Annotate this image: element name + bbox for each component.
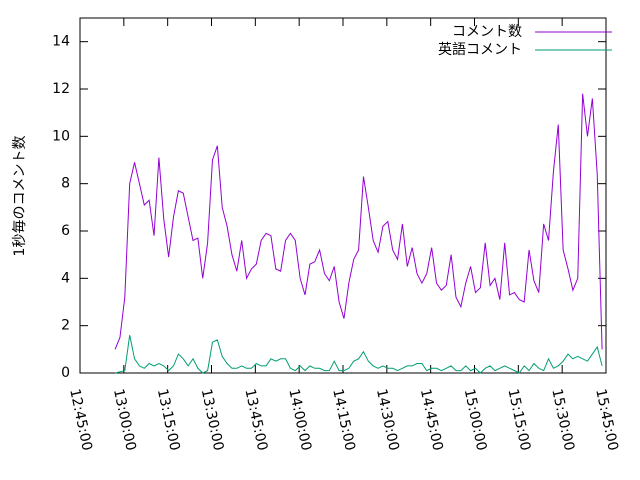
y-tick-label: 14 [52, 34, 70, 50]
series-line [114, 335, 603, 374]
y-tick-label: 8 [61, 176, 70, 192]
x-tick-label: 14:00:00 [285, 387, 314, 452]
x-tick-label: 12:45:00 [66, 387, 95, 452]
x-tick-label: 15:45:00 [592, 387, 621, 452]
series-line [114, 93, 603, 350]
x-tick-label: 15:00:00 [461, 387, 490, 452]
y-tick-label: 10 [52, 128, 70, 144]
x-tick-label: 14:15:00 [329, 387, 358, 452]
x-tick-label: 13:45:00 [242, 387, 271, 452]
x-tick-label: 13:30:00 [198, 387, 227, 452]
y-axis-label: 1秒毎のコメント数 [12, 136, 28, 257]
x-tick-label: 15:30:00 [548, 387, 577, 452]
y-tick-label: 6 [61, 223, 70, 239]
y-tick-label: 4 [61, 270, 70, 286]
y-tick-label: 12 [52, 81, 70, 97]
x-tick-label: 14:30:00 [373, 387, 402, 452]
y-tick-label: 2 [61, 318, 70, 334]
x-tick-label: 13:00:00 [110, 387, 139, 452]
legend-label: コメント数 [452, 24, 522, 40]
y-tick-label: 0 [61, 365, 70, 381]
legend-label: 英語コメント [438, 41, 522, 58]
x-tick-label: 14:45:00 [417, 387, 446, 452]
x-tick-label: 15:15:00 [505, 387, 534, 452]
plot-frame [79, 17, 607, 374]
x-tick-label: 13:15:00 [154, 387, 183, 452]
